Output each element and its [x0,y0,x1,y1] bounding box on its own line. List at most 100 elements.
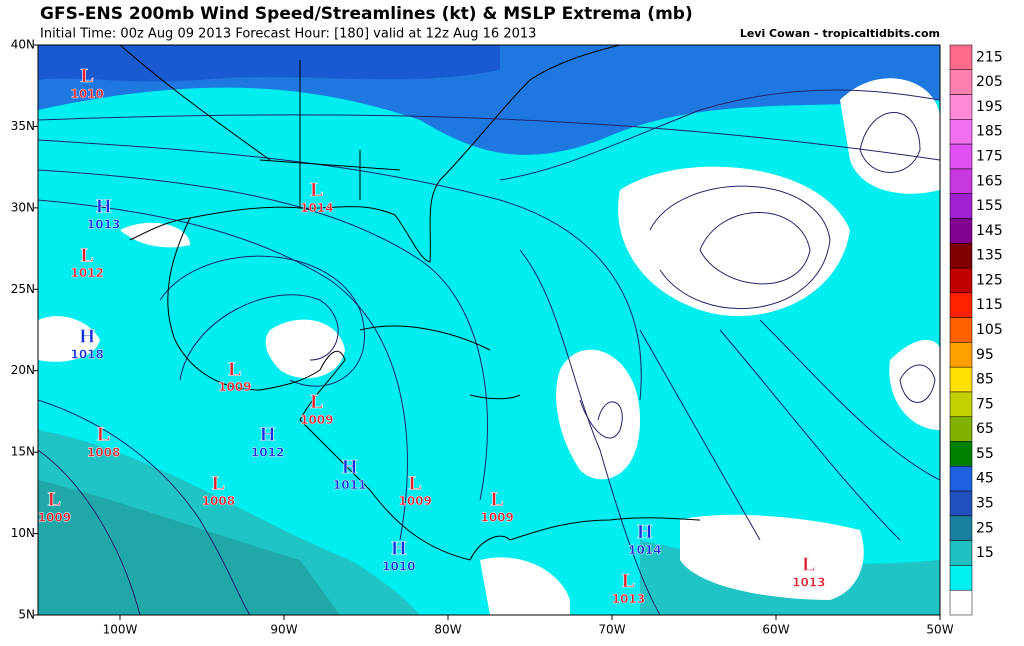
pressure-value: 1009 [218,380,251,394]
y-tick-label: 10N [11,526,35,540]
pressure-center: H [342,456,358,478]
colorbar-swatch [949,218,973,244]
colorbar-label: 105 [976,322,1003,338]
pressure-center: H [637,521,653,543]
pressure-value: 1009 [38,511,71,525]
pressure-center: L [310,391,323,413]
y-tick-label: 5N [18,608,35,622]
pressure-center: L [802,554,815,576]
colorbar-label: 195 [976,99,1003,115]
pressure-center: L [97,423,110,445]
pressure-center: L [622,570,635,592]
pressure-value: 1013 [612,592,645,606]
colorbar-label: 45 [976,471,994,487]
map-frame [37,44,941,616]
pressure-center: L [81,65,94,87]
colorbar-label: 205 [976,74,1003,90]
pressure-value: 1014 [628,543,661,557]
y-tick-label: 30N [11,200,35,214]
colorbar-label: 25 [976,520,994,536]
pressure-value: 1012 [251,445,284,459]
colorbar-swatch [949,69,973,95]
colorbar-swatch [949,540,973,566]
colorbar-swatch [949,565,973,591]
y-tick-label: 25N [11,282,35,296]
x-tick-label: 80W [434,623,461,637]
colorbar-swatch [949,416,973,442]
colorbar-swatch [949,466,973,492]
pressure-center: L [212,472,225,494]
colorbar-swatch [949,342,973,368]
pressure-value: 1009 [480,511,513,525]
colorbar-label: 155 [976,198,1003,214]
colorbar-label: 135 [976,248,1003,264]
pressure-center: L [48,489,61,511]
colorbar-label: 115 [976,297,1003,313]
y-tick-label: 35N [11,119,35,133]
y-tick-label: 20N [11,363,35,377]
title: GFS-ENS 200mb Wind Speed/Streamlines (kt… [40,4,693,24]
pressure-center: L [409,472,422,494]
colorbar-swatch [949,292,973,318]
x-tick-label: 50W [926,623,953,637]
pressure-center: L [310,179,323,201]
colorbar-label: 175 [976,149,1003,165]
colorbar-label: 15 [976,545,994,561]
pressure-value: 1014 [300,201,333,215]
colorbar-swatch [949,515,973,541]
credit: Levi Cowan - tropicaltidbits.com [740,27,940,40]
pressure-value: 1010 [382,559,415,573]
colorbar-swatch [949,366,973,393]
colorbar-label: 125 [976,272,1003,288]
pressure-center: H [96,195,112,217]
colorbar-label: 165 [976,173,1003,189]
pressure-center: H [391,537,407,559]
pressure-center: L [81,244,94,266]
colorbar-label: 55 [976,446,994,462]
colorbar-swatch [949,119,973,145]
subtitle: Initial Time: 00z Aug 09 2013 Forecast H… [40,27,536,42]
overlay: 100W 90W 80W 70W 60W 50W 40N 35N 30N 25N 20N 15N 10N… [11,38,1003,637]
colorbar-swatch [949,94,973,120]
colorbar-swatch [949,490,973,517]
y-tick-label: 40N [11,38,35,52]
x-tick-label: 90W [270,623,297,637]
colorbar-swatch [949,391,973,417]
pressure-value: 1009 [398,494,431,508]
pressure-value: 1011 [333,478,366,492]
pressure-center: H [260,423,276,445]
x-tick-label: 60W [762,623,789,637]
colorbar-label: 85 [976,372,994,388]
pressure-value: 1013 [792,576,825,590]
y-tick-label: 15N [11,445,35,459]
colorbar-label: 35 [976,495,994,511]
pressure-value: 1008 [87,445,120,459]
pressure-center: L [228,358,241,380]
colorbar-swatch [949,143,973,170]
colorbar-label: 185 [976,124,1003,140]
colorbar-label: 145 [976,223,1003,239]
colorbar-swatch [949,441,973,467]
pressure-value: 1013 [87,217,120,231]
pressure-value: 1008 [202,494,235,508]
x-tick-label: 100W [103,623,138,637]
colorbar-swatch [949,168,973,194]
colorbar-swatch [949,267,973,294]
pressure-center: H [79,326,95,348]
pressure-value: 1009 [300,413,333,427]
colorbar-swatch [949,589,973,616]
colorbar-swatch [949,193,973,219]
colorbar-label: 95 [976,347,994,363]
x-tick-label: 70W [598,623,625,637]
pressure-center: L [491,489,504,511]
colorbar-label: 215 [976,49,1003,65]
pressure-value: 1012 [70,266,103,280]
map-background [38,45,940,615]
colorbar-label: 75 [976,396,994,412]
colorbar-swatch [949,243,973,269]
colorbar-label: 65 [976,421,994,437]
pressure-value: 1010 [70,87,103,101]
colorbar-swatch [949,317,973,343]
pressure-value: 1018 [70,348,103,362]
